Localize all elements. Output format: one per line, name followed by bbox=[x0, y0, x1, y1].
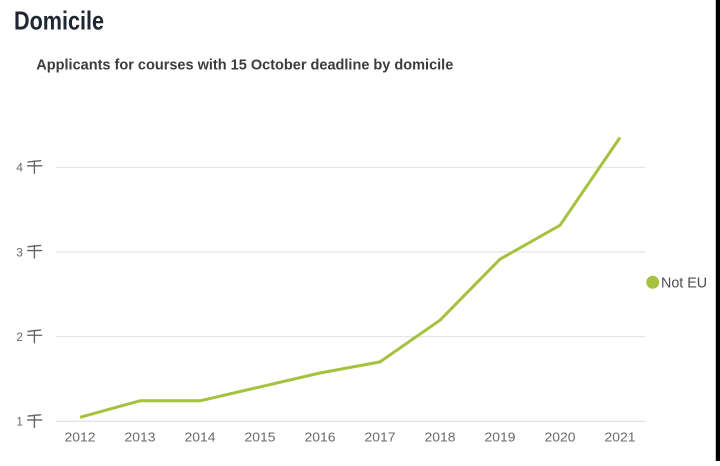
svg-text:3: 3 bbox=[16, 245, 23, 259]
svg-text:2017: 2017 bbox=[365, 430, 396, 445]
svg-text:2: 2 bbox=[16, 330, 23, 344]
svg-text:2018: 2018 bbox=[425, 430, 456, 445]
svg-text:2012: 2012 bbox=[65, 430, 96, 445]
svg-text:1: 1 bbox=[16, 415, 23, 429]
svg-text:2014: 2014 bbox=[185, 430, 216, 445]
svg-text:2013: 2013 bbox=[125, 430, 156, 445]
svg-text:2016: 2016 bbox=[305, 430, 336, 445]
svg-text:Domicile: Domicile bbox=[14, 6, 104, 36]
svg-text:2020: 2020 bbox=[545, 430, 576, 445]
svg-text:Applicants for courses with 15: Applicants for courses with 15 October d… bbox=[36, 57, 453, 73]
svg-text:2019: 2019 bbox=[485, 430, 516, 445]
svg-text:2021: 2021 bbox=[605, 430, 636, 445]
svg-text:Not EU: Not EU bbox=[661, 276, 707, 292]
svg-text:4: 4 bbox=[16, 161, 23, 175]
svg-text:2015: 2015 bbox=[245, 430, 276, 445]
